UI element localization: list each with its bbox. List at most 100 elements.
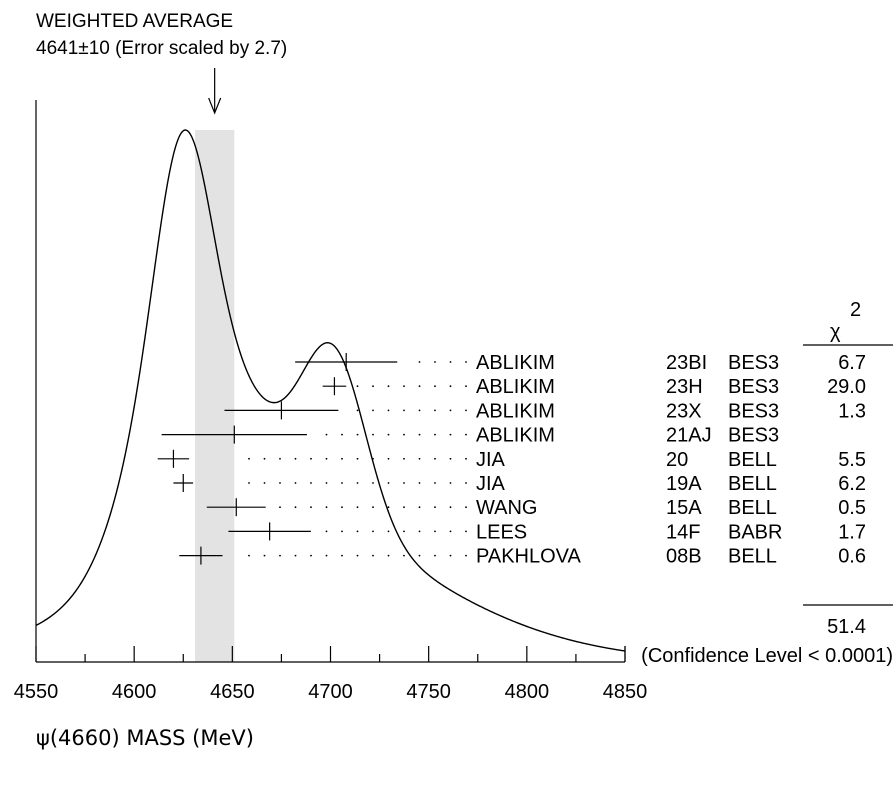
dotted-leader <box>356 385 467 388</box>
leader-dot <box>434 457 436 460</box>
leader-dot <box>310 482 312 484</box>
x-tick-label: 4550 <box>14 681 59 703</box>
leader-dot <box>248 482 250 484</box>
leader-dot <box>434 506 436 509</box>
measurement-row: WANG 15A BELL 0.5 <box>206 497 866 519</box>
chi2-header-superscript: 2 <box>850 299 861 321</box>
leader-dot <box>403 457 405 460</box>
leader-dot <box>263 482 266 484</box>
author-label: ABLIKIM <box>476 400 555 422</box>
leader-dot <box>294 457 297 460</box>
leader-dot <box>356 385 359 388</box>
author-label: ABLIKIM <box>476 352 555 374</box>
arrow-head <box>208 97 222 115</box>
measurement-row: ABLIKIM 23BI BES3 6.7 <box>295 352 866 374</box>
leader-dot <box>418 457 421 460</box>
leader-dot <box>294 506 297 509</box>
measurement-row: ABLIKIM 23H BES3 29.0 <box>322 376 866 398</box>
leader-dot <box>356 530 359 533</box>
chi2-value: 1.3 <box>838 400 866 422</box>
x-axis-tick-labels: 4550 4600 4650 4700 4750 4800 4850 <box>14 681 648 703</box>
dotted-leader <box>279 506 467 509</box>
leader-dot <box>356 482 359 484</box>
x-axis-ticks <box>35 646 626 662</box>
experiment-label: BELL <box>728 473 777 495</box>
leader-dot <box>325 482 328 484</box>
leader-dot <box>387 385 390 388</box>
chi2-value: 0.6 <box>838 546 866 568</box>
leader-dot <box>418 385 421 388</box>
leader-dot <box>356 433 359 436</box>
measurement-row: LEES 14F BABR 1.7 <box>228 521 866 543</box>
dotted-leader <box>248 457 467 460</box>
author-label: ABLIKIM <box>476 376 555 398</box>
dotted-leader <box>418 361 467 363</box>
leader-dot <box>418 409 421 412</box>
leader-dot <box>372 433 374 436</box>
leader-dot <box>434 482 436 484</box>
leader-dot <box>387 530 390 533</box>
leader-dot <box>465 433 467 436</box>
weighted-average-band <box>195 130 235 662</box>
reference-label: 21AJ <box>666 425 712 447</box>
leader-dot <box>341 433 343 436</box>
leader-dot <box>418 482 421 484</box>
measurement-row: PAKHLOVA 08B BELL 0.6 <box>179 546 866 568</box>
experiment-label: BELL <box>728 449 777 471</box>
leader-dot <box>263 457 266 460</box>
leader-dot <box>325 433 328 436</box>
leader-dot <box>263 554 266 557</box>
measurement-row: ABLIKIM 21AJ BES3 <box>161 425 779 447</box>
confidence-level: (Confidence Level < 0.0001) <box>641 645 893 667</box>
leader-dot <box>403 554 405 557</box>
leader-dot <box>449 433 452 436</box>
chi2-value: 6.7 <box>838 352 866 374</box>
experiment-label: BES3 <box>728 400 779 422</box>
author-label: PAKHLOVA <box>476 546 582 568</box>
leader-dot <box>294 482 297 484</box>
dotted-leader <box>356 409 467 412</box>
weighted-average-value: 4641±10 (Error scaled by 2.7) <box>36 38 287 59</box>
leader-dot <box>248 457 250 460</box>
dotted-leader <box>325 530 467 533</box>
reference-label: 15A <box>666 497 702 519</box>
chi2-header: χ <box>830 321 841 343</box>
leader-dot <box>341 506 343 509</box>
leader-dot <box>279 457 281 460</box>
leader-dot <box>403 385 405 388</box>
leader-dot <box>465 457 467 460</box>
author-label: JIA <box>476 473 506 495</box>
leader-dot <box>449 361 452 363</box>
leader-dot <box>449 409 452 412</box>
leader-dot <box>449 530 452 533</box>
leader-dot <box>465 554 467 557</box>
leader-dot <box>465 506 467 509</box>
leader-dot <box>387 482 390 484</box>
leader-dot <box>356 506 359 509</box>
leader-dot <box>310 554 312 557</box>
x-tick-label: 4600 <box>112 681 157 703</box>
leader-dot <box>372 530 374 533</box>
leader-dot <box>372 409 374 412</box>
leader-dot <box>325 506 328 509</box>
experiment-label: BELL <box>728 497 777 519</box>
reference-label: 23BI <box>666 352 707 374</box>
leader-dot <box>341 457 343 460</box>
leader-dot <box>325 530 328 533</box>
experiment-label: BES3 <box>728 425 779 447</box>
leader-dot <box>418 361 421 363</box>
x-tick-label: 4850 <box>603 681 648 703</box>
leader-dot <box>356 457 359 460</box>
dotted-leader <box>248 482 467 484</box>
leader-dot <box>403 433 405 436</box>
leader-dot <box>248 554 250 557</box>
leader-dot <box>434 530 436 533</box>
x-tick-label: 4750 <box>406 681 451 703</box>
leader-dot <box>403 506 405 509</box>
leader-dot <box>434 409 436 412</box>
leader-dot <box>465 409 467 412</box>
leader-dot <box>356 409 359 412</box>
leader-dot <box>465 361 467 363</box>
measurement-row: JIA 20 BELL 5.5 <box>157 449 866 471</box>
